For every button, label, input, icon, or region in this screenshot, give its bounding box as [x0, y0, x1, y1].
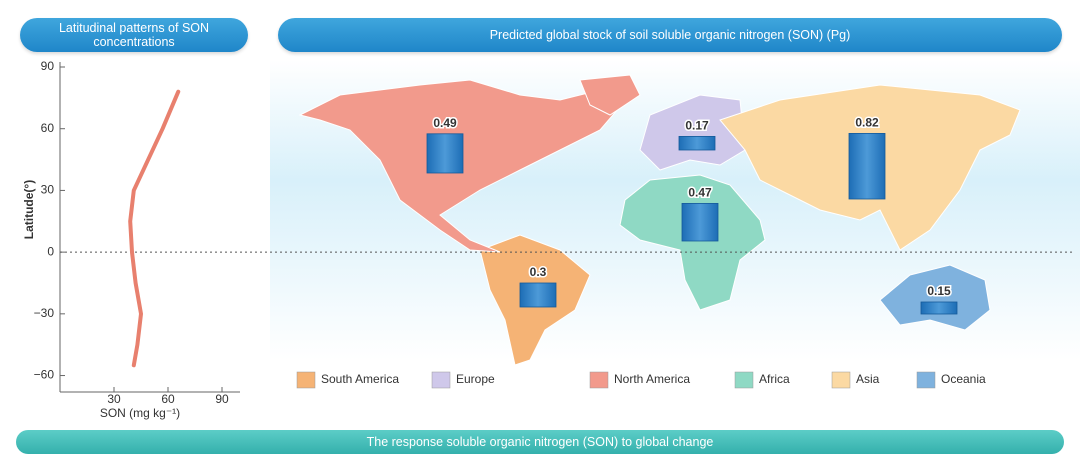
x-axis-label: SON (mg kg⁻¹) [100, 406, 180, 420]
legend-swatch [296, 371, 316, 389]
bar [848, 132, 886, 200]
son-line [128, 89, 181, 368]
y-tick-label: 90 [41, 59, 55, 73]
legend-swatch [916, 371, 936, 389]
footer-banner: The response soluble organic nitrogen (S… [16, 430, 1064, 454]
x-tick-label: 30 [107, 392, 121, 406]
legend-swatch [589, 371, 609, 389]
continent [579, 74, 641, 116]
bar [519, 282, 557, 308]
bar-label: 0.17 [685, 119, 709, 133]
legend-swatch [431, 371, 451, 389]
bar-label: 0.82 [855, 116, 879, 130]
legend-label: Africa [759, 372, 790, 386]
y-tick-label: 30 [41, 183, 55, 197]
y-tick-label: −60 [34, 368, 55, 382]
y-tick-label: 0 [47, 244, 54, 258]
y-axis-label: Latitude(°) [22, 180, 36, 239]
bar-label: 0.49 [433, 116, 457, 130]
continent [298, 79, 631, 253]
bar [678, 135, 716, 151]
legend-swatch [734, 371, 754, 389]
bar-label: 0.15 [927, 284, 951, 298]
y-tick-label: 60 [41, 121, 55, 135]
map-title: Predicted global stock of soil soluble o… [278, 18, 1062, 52]
left-title: Latitudinal patterns of SON concentratio… [20, 18, 248, 52]
continent [619, 174, 766, 311]
legend-label: Asia [856, 372, 880, 386]
legend-label: North America [614, 372, 690, 386]
bar [920, 301, 958, 315]
bar [426, 133, 464, 174]
legend-label: South America [321, 372, 399, 386]
y-tick-label: −30 [34, 306, 55, 320]
bar [681, 202, 719, 242]
legend-swatch [831, 371, 851, 389]
bar-label: 0.47 [688, 186, 712, 200]
legend-label: Oceania [941, 372, 986, 386]
x-tick-label: 90 [215, 392, 229, 406]
x-tick-label: 60 [161, 392, 175, 406]
continent [879, 264, 991, 331]
legend-label: Europe [456, 372, 495, 386]
bar-label: 0.3 [530, 265, 547, 279]
